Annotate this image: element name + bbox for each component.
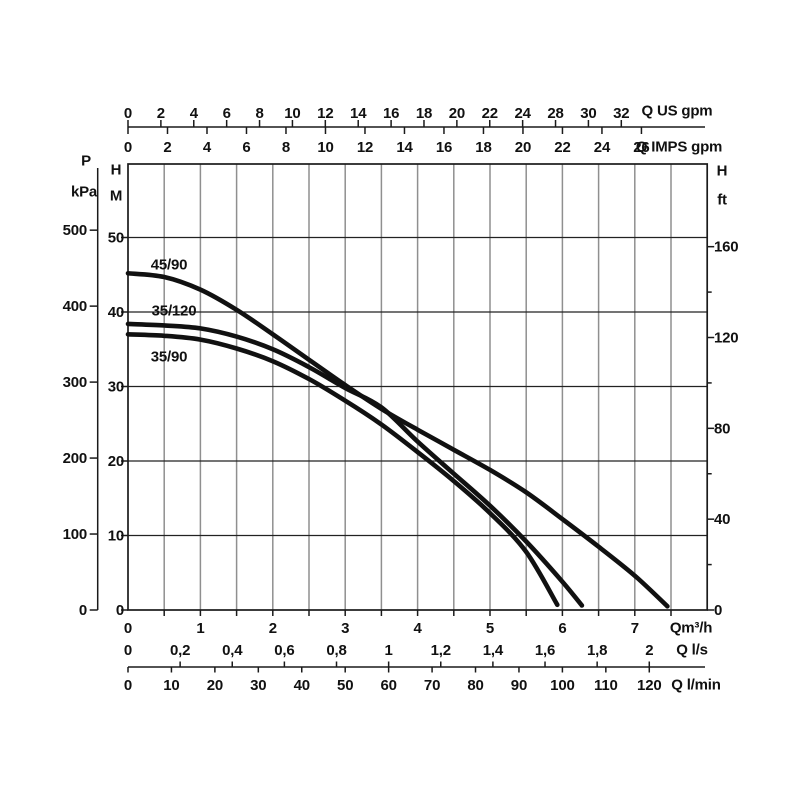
m3h-tick-label: 4 — [414, 620, 423, 637]
head-right-axis-unit: ft — [717, 191, 727, 209]
lmin-tick-label: 30 — [250, 677, 266, 694]
m3h-tick-label: 5 — [486, 620, 494, 637]
m3h-tick-label: 0 — [124, 620, 132, 637]
flow-us-gpm-axis-title: Q US gpm — [641, 102, 713, 120]
us-gpm-tick-label: 32 — [613, 105, 629, 122]
kpa-tick-label: 500 — [63, 222, 87, 239]
imps-gpm-tick-label: 20 — [515, 139, 531, 156]
lmin-tick-label: 100 — [550, 677, 574, 694]
imps-gpm-tick-label: 8 — [282, 139, 290, 156]
curve-label-45-90: 45/90 — [150, 256, 188, 274]
lmin-tick-label: 70 — [424, 677, 440, 694]
ls-tick-label: 0,6 — [274, 642, 294, 659]
head-left-axis-unit: M — [109, 187, 123, 205]
ls-tick-label: 0,8 — [326, 642, 346, 659]
kpa-tick-label: 100 — [63, 526, 87, 543]
us-gpm-tick-label: 22 — [482, 105, 498, 122]
head-m-tick-label: 50 — [108, 230, 124, 247]
head-left-axis-title: H — [110, 161, 122, 179]
ls-tick-label: 1 — [385, 642, 393, 659]
us-gpm-tick-label: 8 — [255, 105, 263, 122]
head-ft-tick-label: 40 — [714, 511, 730, 528]
us-gpm-tick-label: 20 — [449, 105, 465, 122]
pump-curve-35-120 — [125, 321, 585, 608]
head-ft-tick-label: 160 — [714, 239, 738, 256]
imps-gpm-tick-label: 4 — [203, 139, 212, 156]
ls-tick-label: 0,2 — [170, 642, 190, 659]
lmin-tick-label: 90 — [511, 677, 527, 694]
head-ft-tick-label: 120 — [714, 330, 738, 347]
pump-curve-35-90 — [125, 332, 560, 608]
curve-label-35-90: 35/90 — [150, 348, 188, 366]
head-ft-tick-label: 80 — [714, 420, 730, 437]
lmin-tick-label: 120 — [637, 677, 661, 694]
pressure-axis-title: P — [81, 152, 91, 170]
ls-tick-label: 1,6 — [535, 642, 555, 659]
us-gpm-tick-label: 0 — [124, 105, 132, 122]
lmin-tick-label: 40 — [294, 677, 310, 694]
m3h-tick-label: 1 — [196, 620, 204, 637]
ls-tick-label: 0 — [124, 642, 132, 659]
head-ft-tick-label: 0 — [714, 602, 722, 619]
lmin-tick-label: 50 — [337, 677, 353, 694]
kpa-tick-label: 200 — [63, 450, 87, 467]
us-gpm-tick-label: 14 — [350, 105, 367, 122]
us-gpm-tick-label: 30 — [580, 105, 596, 122]
imps-gpm-tick-label: 22 — [554, 139, 570, 156]
imps-gpm-tick-label: 2 — [163, 139, 171, 156]
flow-m3h-axis-title: Qm³/h — [669, 619, 713, 637]
lmin-tick-label: 60 — [380, 677, 396, 694]
m3h-tick-label: 6 — [558, 620, 566, 637]
m3h-tick-label: 7 — [631, 620, 639, 637]
lmin-tick-label: 80 — [467, 677, 483, 694]
imps-gpm-tick-label: 12 — [357, 139, 373, 156]
ls-tick-label: 1,2 — [431, 642, 451, 659]
ls-tick-label: 0,4 — [222, 642, 243, 659]
us-gpm-tick-label: 28 — [547, 105, 563, 122]
curve-label-35-120: 35/120 — [151, 302, 197, 320]
imps-gpm-tick-label: 14 — [396, 139, 413, 156]
us-gpm-tick-label: 16 — [383, 105, 399, 122]
flow-imps-gpm-axis-title: Q IMPS gpm — [635, 138, 723, 156]
imps-gpm-tick-label: 18 — [475, 139, 491, 156]
lmin-tick-label: 0 — [124, 677, 132, 694]
us-gpm-tick-label: 12 — [317, 105, 333, 122]
imps-gpm-tick-label: 6 — [242, 139, 250, 156]
head-right-axis-title: H — [716, 162, 728, 180]
ls-tick-label: 1,8 — [587, 642, 607, 659]
flow-ls-axis-title: Q l/s — [676, 641, 708, 659]
lmin-tick-label: 110 — [594, 677, 618, 694]
flow-lmin-axis-title: Q l/min — [671, 676, 721, 694]
imps-gpm-tick-label: 10 — [317, 139, 333, 156]
imps-gpm-tick-label: 26 — [633, 139, 649, 156]
head-m-tick-label: 20 — [108, 453, 124, 470]
us-gpm-tick-label: 6 — [223, 105, 231, 122]
head-m-tick-label: 30 — [108, 379, 124, 396]
lmin-tick-label: 10 — [163, 677, 179, 694]
ls-tick-label: 1,4 — [483, 642, 504, 659]
us-gpm-tick-label: 4 — [190, 105, 199, 122]
kpa-tick-label: 300 — [63, 374, 87, 391]
us-gpm-tick-label: 10 — [284, 105, 300, 122]
pump-curve-45-90 — [125, 270, 670, 609]
head-m-tick-label: 0 — [116, 602, 124, 619]
imps-gpm-tick-label: 24 — [594, 139, 611, 156]
head-m-tick-label: 10 — [108, 528, 124, 545]
head-m-tick-label: 40 — [108, 304, 124, 321]
m3h-tick-label: 3 — [341, 620, 349, 637]
ls-tick-label: 2 — [645, 642, 653, 659]
us-gpm-tick-label: 24 — [514, 105, 531, 122]
imps-gpm-tick-label: 16 — [436, 139, 452, 156]
us-gpm-tick-label: 18 — [416, 105, 432, 122]
kpa-tick-label: 400 — [63, 298, 87, 315]
kpa-tick-label: 0 — [79, 602, 87, 619]
us-gpm-tick-label: 2 — [157, 105, 165, 122]
imps-gpm-tick-label: 0 — [124, 139, 132, 156]
lmin-tick-label: 20 — [207, 677, 223, 694]
m3h-tick-label: 2 — [269, 620, 277, 637]
pressure-axis-unit: kPa — [70, 183, 98, 201]
